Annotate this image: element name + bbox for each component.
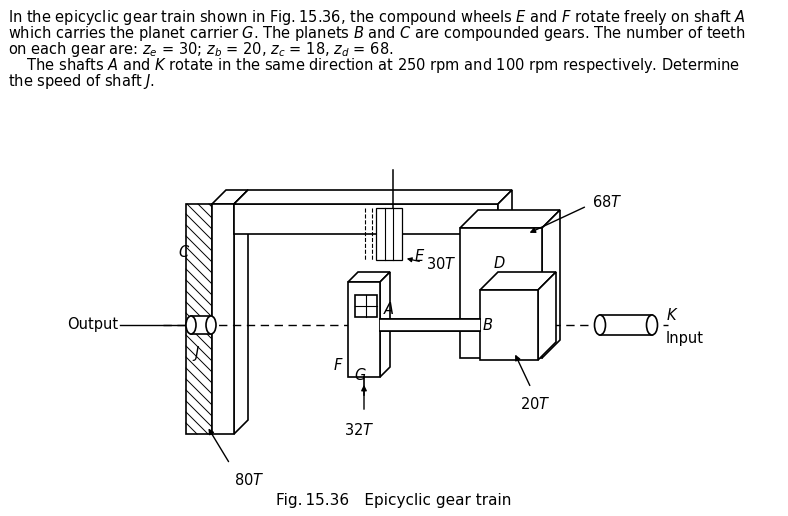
Text: $F$: $F$	[333, 357, 344, 373]
Polygon shape	[538, 272, 556, 360]
Ellipse shape	[186, 316, 196, 334]
Text: Fig. 15.36 Epicyclic gear train: Fig. 15.36 Epicyclic gear train	[277, 492, 511, 508]
Text: $B$: $B$	[482, 317, 493, 333]
Polygon shape	[542, 210, 560, 358]
Bar	[480, 290, 538, 360]
Polygon shape	[480, 272, 556, 290]
Bar	[191, 316, 211, 334]
Bar	[600, 315, 652, 335]
Text: $G$: $G$	[354, 367, 366, 383]
Text: the speed of shaft $J$.: the speed of shaft $J$.	[8, 72, 155, 91]
Text: $A$: $A$	[383, 301, 395, 317]
Polygon shape	[380, 272, 390, 377]
Text: which carries the planet carrier $G$. The planets $B$ and $C$ are compounded gea: which carries the planet carrier $G$. Th…	[8, 24, 745, 43]
Ellipse shape	[206, 316, 216, 334]
Text: In the epicyclic gear train shown in Fig. 15.36, the compound wheels $E$ and $F$: In the epicyclic gear train shown in Fig…	[8, 8, 745, 27]
Text: on each gear are: $z_e$ = 30; $z_b$ = 20, $z_c$ = 18, $z_d$ = 68.: on each gear are: $z_e$ = 30; $z_b$ = 20…	[8, 40, 394, 59]
Text: $J$: $J$	[191, 344, 200, 363]
Text: $D$: $D$	[492, 255, 505, 271]
Ellipse shape	[646, 315, 657, 335]
Text: 80$T$: 80$T$	[234, 472, 265, 488]
Bar	[355, 295, 377, 317]
Text: The shafts $A$ and $K$ rotate in the same direction at 250 rpm and 100 rpm respe: The shafts $A$ and $K$ rotate in the sam…	[8, 56, 740, 75]
Text: $K$: $K$	[666, 307, 678, 323]
Bar	[212, 204, 234, 434]
Text: $E$: $E$	[414, 248, 426, 264]
Ellipse shape	[594, 315, 605, 335]
Text: 32$T$: 32$T$	[344, 422, 374, 438]
Polygon shape	[348, 272, 390, 282]
Bar	[234, 204, 498, 234]
Bar	[380, 319, 480, 331]
Polygon shape	[498, 190, 512, 234]
Polygon shape	[234, 190, 248, 434]
Polygon shape	[212, 190, 248, 204]
Bar	[376, 208, 402, 260]
Text: 20$T$: 20$T$	[520, 396, 550, 412]
Polygon shape	[460, 210, 560, 228]
Text: Input: Input	[666, 331, 704, 347]
Bar	[460, 228, 542, 358]
Bar	[348, 282, 380, 377]
Polygon shape	[234, 190, 512, 204]
Text: $C$: $C$	[178, 244, 190, 260]
Text: 68$T$: 68$T$	[592, 194, 623, 210]
Text: 30$T$: 30$T$	[426, 256, 456, 272]
Bar	[186, 204, 212, 434]
Text: Output: Output	[67, 317, 118, 332]
